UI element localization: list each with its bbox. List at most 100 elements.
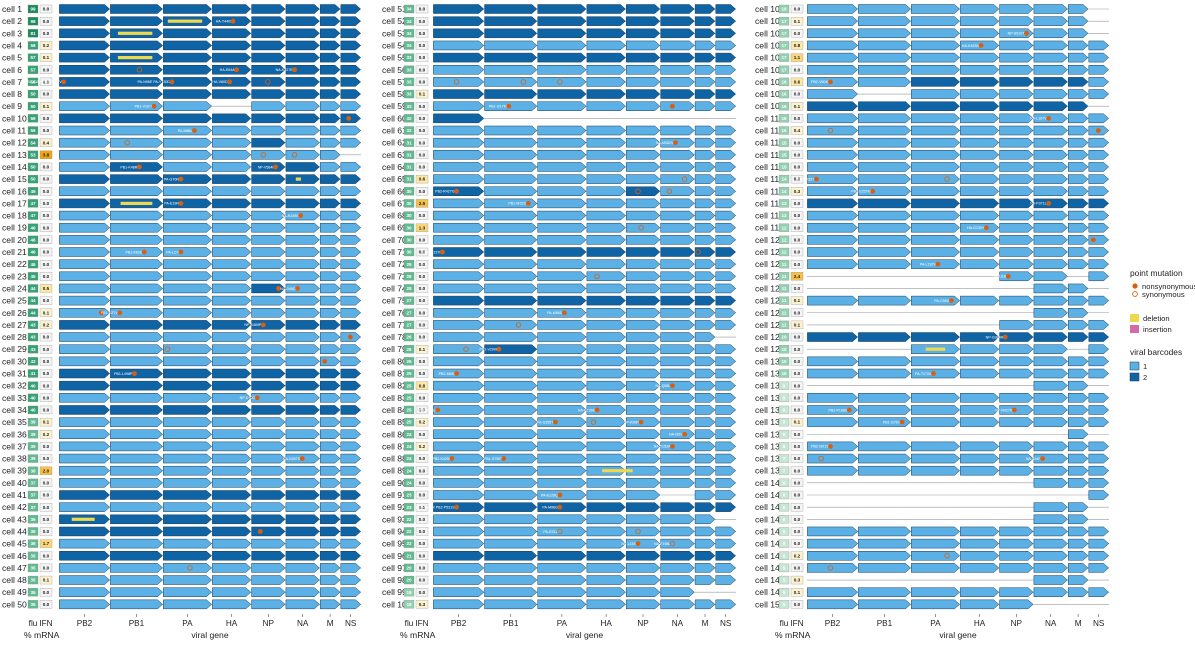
ifn-percent-box [415,575,429,585]
segment-m [694,320,716,330]
segment-na [660,356,695,367]
segment-ha [960,162,1000,172]
segment-np [999,320,1034,330]
legend-title-point-mutation: point mutation [1130,268,1183,278]
segment-ns [340,198,361,209]
segment-ha [586,28,626,39]
ifn-percent-box [39,4,53,14]
mutation-label: NA-P371L [1030,202,1047,206]
segment-np [999,210,1034,221]
flu-percent-value: 16 [781,116,787,121]
segment-np [625,40,661,51]
segment-ha [212,380,252,391]
segment-m [319,380,341,391]
flu-percent-value: 40 [30,408,36,413]
ifn-percent-box [790,150,804,159]
cell-row: cell 93 22 0.0 [382,514,736,524]
segment-pb1 [858,40,911,51]
segment-pb2 [433,332,485,342]
segment-pa [911,125,960,136]
flu-percent-value: 46 [30,262,36,267]
ifn-percent-box [790,77,804,87]
ifn-percent-value: 0.0 [794,395,801,400]
segment-pa [163,259,212,269]
segment-na [1033,587,1068,597]
flu-percent-value: 16 [781,104,787,109]
ifn-percent-box [790,16,804,26]
mutation-label: PB1-L498P [114,372,133,376]
ifn-percent-box [790,539,804,548]
nonsynonymous-mutation [454,504,459,510]
flu-percent-box [778,381,790,390]
segment-np [251,77,286,87]
ifn-percent-value: 0.1 [43,55,50,60]
flu-percent-box [403,102,415,111]
ifn-percent-value: 0.0 [43,237,50,242]
segment-pb1 [484,271,538,282]
cell-row: cell 58 33 0.1 [382,89,736,99]
segment-na [660,429,695,439]
segment-pb1 [484,344,538,354]
ifn-percent-box [415,199,429,208]
ifn-percent-value: 0.0 [794,140,801,145]
segment-np [625,137,661,148]
segment-pb2 [59,368,110,379]
nonsynonymous-mutation [276,286,281,291]
segment-m [1067,575,1089,585]
ifn-percent-box [415,77,429,87]
cell-row: cell 97 20 0.0 [382,563,736,573]
flu-percent-value: 47 [30,201,36,206]
segment-pb1 [110,599,163,610]
segment-np [625,162,661,172]
nonsynonymous-mutation [828,79,833,85]
ifn-percent-value: 0.0 [43,177,50,182]
flu-percent-box [778,442,790,451]
flu-percent-value: 17 [781,19,787,24]
segment-np [999,332,1034,342]
segment-m [694,247,716,257]
ifn-percent-box [790,89,804,99]
segment-pb1 [110,101,163,111]
segment-pb1 [858,259,911,269]
segment-pb2 [59,125,110,136]
segment-np [625,429,661,439]
ifn-percent-value: 0.0 [419,456,426,461]
flu-percent-box [27,417,39,427]
col-label-flu: flu [780,619,789,628]
cell-row: cell 96 21 0.0 [382,551,736,561]
ifn-percent-box [790,417,804,427]
ifn-percent-box [790,126,804,135]
flu-percent-box [27,393,39,402]
nonsynonymous-mutation [983,225,989,231]
ifn-percent-box [790,211,804,220]
cell-row: cell 11 56 0.0 PA-M86L [2,126,361,136]
segment-pb2 [59,490,110,500]
ifn-percent-box [39,490,53,500]
nonsynonymous-mutation [227,79,232,85]
segment-m [319,599,341,610]
flu-percent-value: 30 [406,237,412,242]
segment-pa [911,332,960,342]
cell-label: cell 117 [755,198,784,208]
cell-label: cell 104 [755,40,785,50]
cell-label: cell 144 [755,526,785,536]
segment-pb1 [858,65,911,75]
cell-row: cell 50 35 0.0 [2,599,361,609]
segment-pa [163,89,212,99]
cell-row: cell 18 47 0.0 NA-K249E [2,211,361,221]
segment-m [319,65,341,75]
segment-pa [911,295,960,306]
cell-row: cell 13 53 3.8 [2,150,361,160]
flu-percent-box [403,527,415,536]
flu-percent-box [27,563,39,573]
segment-ha [586,417,626,427]
segment-ha [960,259,1000,269]
segment-ha [212,271,252,282]
segment-pb2 [433,247,485,257]
nonsynonymous-mutation [292,67,297,73]
flu-percent-box [403,247,415,257]
segment-ha [212,320,252,330]
segment-na [660,271,695,282]
